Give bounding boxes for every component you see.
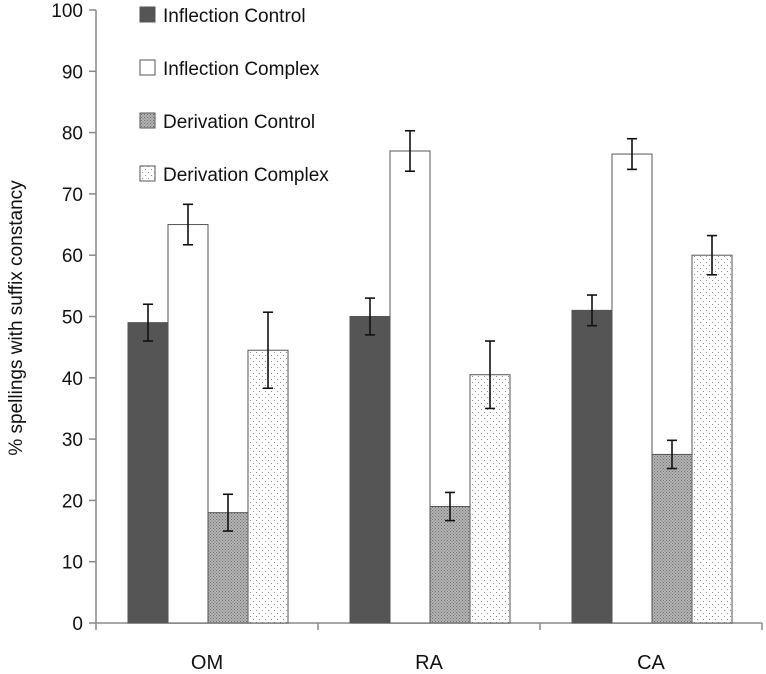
bar (127, 322, 169, 624)
y-tick-label: 70 (62, 185, 83, 206)
y-tick-label: 80 (62, 124, 83, 145)
legend-label: Inflection Control (163, 6, 306, 27)
legend: Inflection Control Inflection Complex Deri… (139, 6, 329, 186)
y-tick-label: 60 (62, 246, 83, 267)
series-inflection-control (127, 294, 613, 624)
bar (349, 316, 391, 624)
axes: 0 10 20 30 40 50 60 70 80 90 100 OM RA CA (51, 1, 763, 674)
series-inflection-complex (167, 129, 653, 624)
bar-series (127, 129, 733, 624)
y-tick-label: 10 (62, 553, 83, 574)
y-tick-label: 30 (62, 430, 83, 451)
series-derivation-complex (247, 234, 733, 624)
legend-swatch (139, 6, 156, 23)
bar (611, 153, 653, 624)
bar (691, 254, 733, 624)
x-category-label: RA (415, 652, 443, 674)
legend-swatch (139, 165, 156, 182)
legend-label: Derivation Complex (163, 165, 329, 186)
series-derivation-control (207, 439, 693, 624)
legend-swatch (139, 59, 156, 76)
x-category-label: OM (191, 652, 223, 674)
y-tick-label: 90 (62, 62, 83, 83)
y-tick-label: 20 (62, 491, 83, 512)
bar (429, 506, 471, 624)
y-tick-label: 100 (51, 1, 83, 22)
y-tick-label: 40 (62, 369, 83, 390)
y-tick-label: 0 (72, 614, 83, 635)
bar (167, 224, 209, 624)
legend-swatch (139, 112, 156, 129)
bar (247, 349, 289, 624)
bar (469, 374, 511, 624)
bar (651, 453, 693, 624)
y-axis-label: % spellings with suffix constancy (6, 180, 27, 456)
legend-label: Inflection Complex (163, 59, 320, 80)
y-tick-label: 50 (62, 308, 83, 329)
x-category-label: CA (637, 652, 665, 674)
bar (389, 150, 431, 624)
bar (571, 309, 613, 624)
legend-label: Derivation Control (163, 112, 315, 133)
